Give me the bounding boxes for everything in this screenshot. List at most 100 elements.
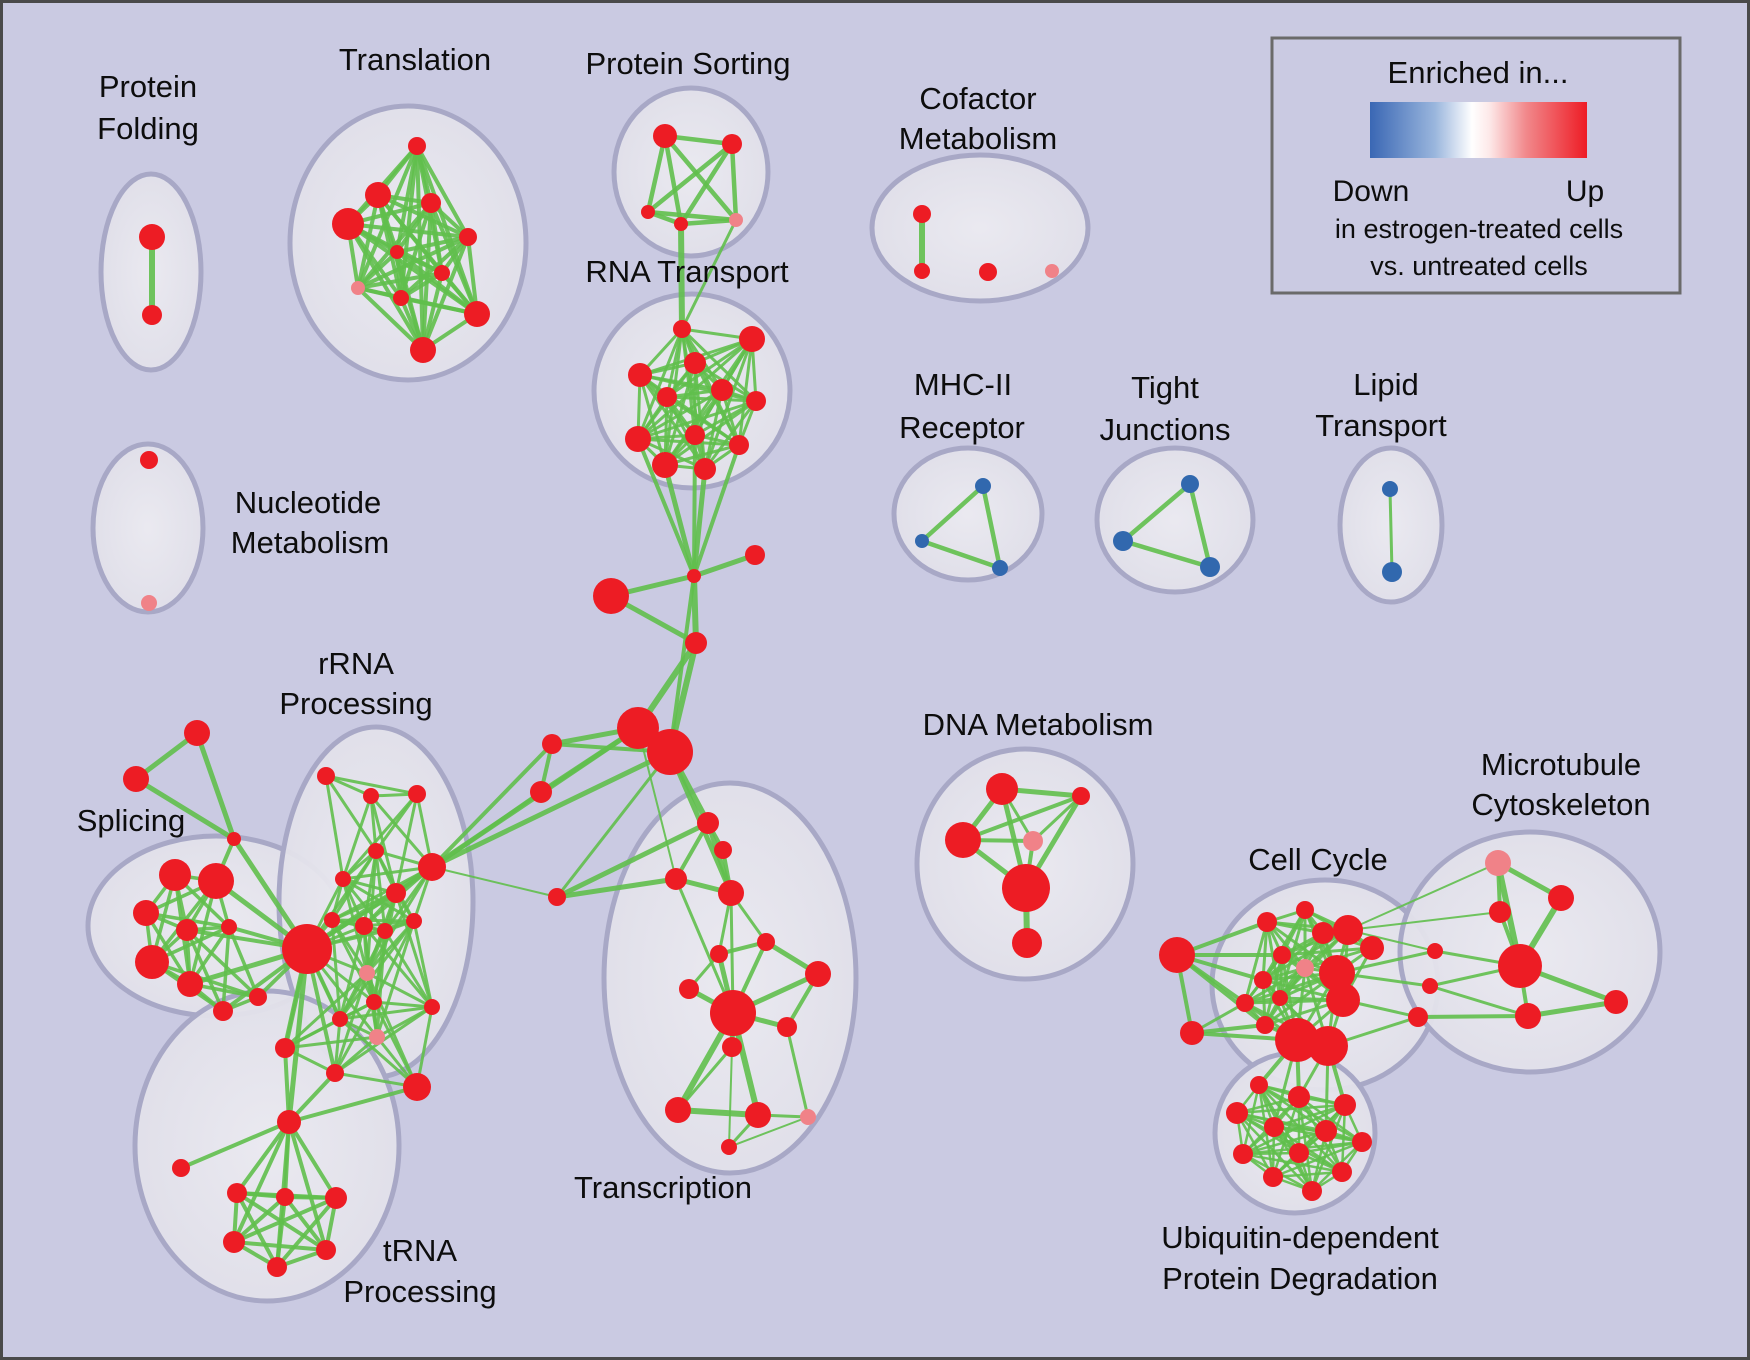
node-rt2: [739, 326, 765, 352]
edge-rr8-rr12: [330, 918, 416, 923]
edge-ps1-ps4: [662, 133, 684, 227]
edge-ps1-ps5: [662, 133, 739, 223]
edge-ps4-rt1: [678, 221, 685, 332]
edge-tn1-tn2: [179, 1120, 291, 1170]
node-ps4: [674, 217, 688, 231]
edge-tx10-tx14: [785, 1025, 810, 1119]
node-cc12: [1326, 983, 1360, 1017]
edge-ot1-ot3: [194, 730, 237, 842]
edge-tn1-tn6: [232, 1120, 291, 1244]
node-mt4: [1427, 943, 1443, 959]
node-rr4: [368, 843, 384, 859]
node-ub2: [1288, 1086, 1310, 1108]
node-sp4: [176, 919, 198, 941]
edge-mt1-cc4: [1347, 862, 1499, 931]
node-rr2: [363, 788, 379, 804]
node-dm3: [945, 822, 981, 858]
edge-c1-c6: [668, 574, 696, 754]
edge-tx0-tx3: [554, 876, 679, 900]
edge-rt2-rt6: [665, 337, 754, 399]
edge-tr5-tr11: [421, 235, 470, 352]
node-ub11: [1332, 1162, 1352, 1182]
node-cf4: [1045, 264, 1059, 278]
edge-tn5-tn6: [232, 1196, 338, 1244]
edge-rr17-rr19: [333, 1035, 379, 1075]
edge-rt2-rt12: [703, 337, 754, 471]
node-cc7: [1296, 959, 1314, 977]
edge-mh1-mh2: [919, 483, 986, 544]
edge-rt6-rt10: [665, 395, 741, 447]
node-cc10: [1236, 994, 1254, 1012]
node-rr9: [355, 917, 373, 935]
edge-rr8-rr16: [338, 919, 416, 1021]
edge-cc7-cc10: [1243, 966, 1307, 1005]
node-cc_out1: [1159, 937, 1195, 973]
cluster-label-splicing: Splicing: [77, 803, 186, 838]
edge-tr2-tr8: [356, 193, 380, 290]
edge-c7-rr6: [430, 742, 554, 869]
edge-c1-c2: [691, 552, 758, 579]
node-ps2: [722, 134, 742, 154]
edge-rr8-rr15: [412, 919, 434, 1009]
node-tx7: [805, 961, 831, 987]
edge-rt2-rt10: [737, 337, 754, 447]
node-mt3: [1489, 901, 1511, 923]
node-tx14: [800, 1109, 816, 1125]
node-sp1: [159, 859, 191, 891]
edge-tx0-tx1: [554, 820, 711, 900]
node-rr5: [335, 871, 351, 887]
cluster-label-tight-junctions-line2: Junctions: [1100, 412, 1231, 447]
node-cc5: [1360, 936, 1384, 960]
edge-ps5-rt1: [680, 218, 738, 331]
node-tx1: [697, 812, 719, 834]
node-cc13: [1256, 1016, 1274, 1034]
cluster-label-rna-transport: RNA Transport: [585, 254, 789, 289]
edge-rr16-rr18: [283, 1017, 342, 1050]
node-sp7: [177, 971, 203, 997]
edge-mt3-cc4: [1347, 911, 1501, 931]
node-c7: [542, 734, 562, 754]
edge-tx3-tx9: [674, 877, 735, 1015]
edge-cc1-cc10: [1243, 920, 1269, 1005]
cluster-label-lipid-transport-line2: Transport: [1315, 408, 1447, 443]
edge-rr9-rr16: [338, 924, 366, 1021]
edge-ub7-ub10: [1271, 1140, 1364, 1179]
edge-tn1-tn5: [287, 1120, 338, 1200]
node-rr10: [377, 923, 393, 939]
edge-tx11-tx15: [728, 1046, 733, 1148]
node-cc9: [1254, 971, 1272, 989]
edge-ub4-ub7: [1235, 1111, 1364, 1144]
node-sp9: [249, 988, 267, 1006]
node-tx3: [665, 868, 687, 890]
edge-cc3-cc9: [1261, 931, 1325, 982]
node-mt2: [1548, 885, 1574, 911]
edge-tn1-rr11: [286, 946, 310, 1125]
node-ub5: [1264, 1117, 1284, 1137]
edge-tn1-tn3: [235, 1120, 291, 1195]
edge-ub7-ub9: [1297, 1140, 1364, 1155]
edge-rt8-c1: [692, 433, 697, 578]
node-ub7: [1352, 1132, 1372, 1152]
node-tx13: [745, 1102, 771, 1128]
legend-box: [1270, 36, 1682, 295]
node-rt5: [711, 379, 733, 401]
edge-rr7-rr15: [394, 891, 434, 1009]
edge-rr12-rr14: [330, 918, 376, 1004]
cluster-label-cofactor-metabolism-line1: Cofactor: [919, 81, 1036, 116]
edge-tr3-tr11: [346, 222, 425, 352]
edge-rr13-rr15: [365, 971, 434, 1009]
edge-rr1-rr3: [324, 774, 419, 796]
node-tx9: [710, 990, 756, 1036]
node-mh2: [915, 534, 929, 548]
edge-ub2-ub10: [1271, 1095, 1301, 1179]
node-tx2: [714, 841, 732, 859]
node-dm6: [1012, 928, 1042, 958]
node-ps1: [653, 124, 677, 148]
node-ps5: [729, 213, 743, 227]
node-tj3: [1200, 557, 1220, 577]
node-c1: [687, 569, 701, 583]
node-rr17: [369, 1029, 385, 1045]
cluster-ellipse-dna-metabolism: [914, 746, 1136, 982]
edge-rt6-rt7: [665, 395, 758, 403]
